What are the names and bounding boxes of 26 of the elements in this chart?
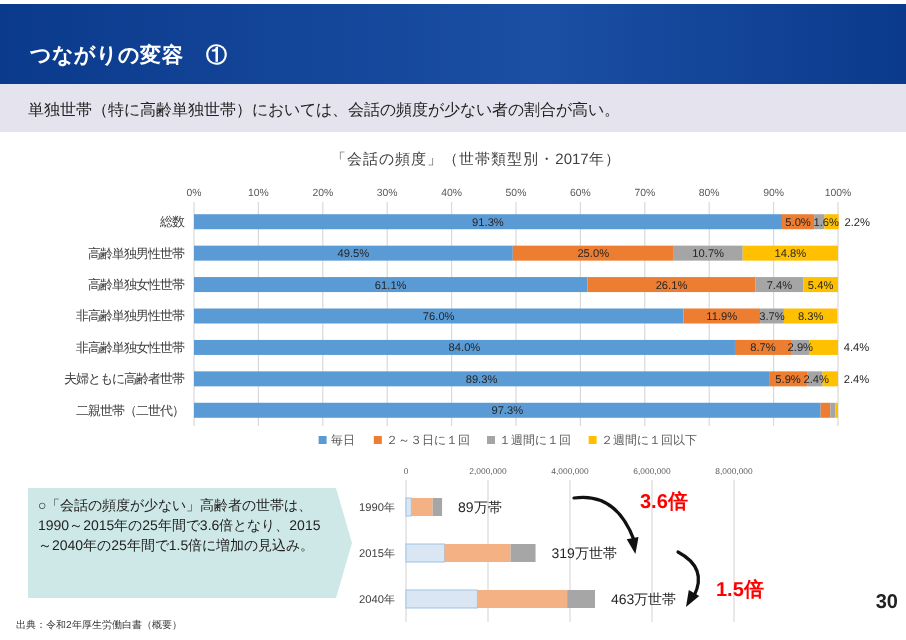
text: 30 — [875, 592, 899, 614]
bar — [405, 497, 412, 517]
bar — [194, 371, 770, 387]
bar — [477, 590, 568, 608]
bar — [510, 544, 536, 562]
text: 単独世帯（特に高齢単独世帯）においては、会話の頻度が少ない者の割合が高い。 — [28, 101, 620, 119]
bar — [587, 277, 756, 293]
bar — [567, 590, 596, 608]
bar — [432, 498, 443, 516]
bar — [405, 589, 478, 609]
bar — [809, 339, 838, 355]
bar — [512, 245, 674, 261]
text: つながりの変容 ① — [28, 42, 228, 68]
bar — [194, 277, 588, 293]
bar — [194, 214, 782, 230]
bar — [194, 308, 684, 324]
bar — [830, 402, 836, 418]
bar — [411, 498, 433, 516]
bar — [194, 402, 821, 418]
annotation: 1.5倍 — [716, 578, 764, 602]
bar — [444, 544, 511, 562]
bar — [194, 245, 513, 261]
bar — [194, 339, 735, 355]
bar — [820, 402, 831, 418]
annotation: 3.6倍 — [640, 490, 688, 514]
bar — [405, 543, 446, 563]
